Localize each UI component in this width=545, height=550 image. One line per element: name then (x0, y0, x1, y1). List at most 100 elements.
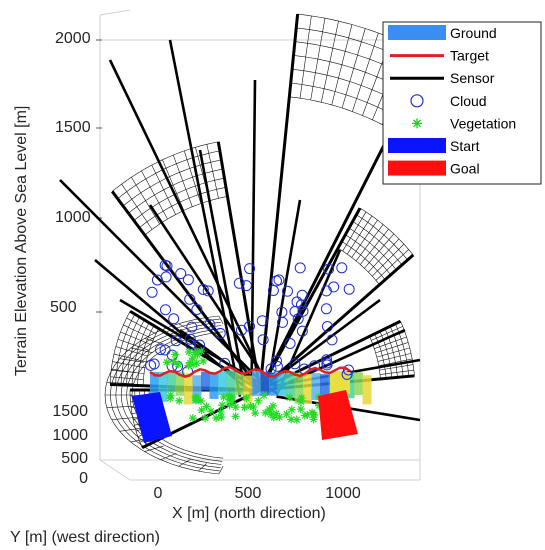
legend-swatch (412, 118, 422, 129)
cloud-marker (267, 285, 279, 296)
cloud-marker (282, 285, 293, 297)
fov-mesh-line (119, 358, 144, 363)
fov-mesh-line (160, 330, 177, 338)
fov-mesh-arc (120, 316, 140, 385)
vegetation-stroke (262, 409, 269, 417)
vegetation-marker (308, 408, 317, 417)
vegetation-stroke (212, 414, 220, 422)
legend-swatch (410, 94, 424, 108)
vegetation-stroke (269, 402, 277, 410)
sensor-fov (104, 315, 224, 475)
vegetation-stroke (189, 354, 196, 362)
vegetation-marker (242, 394, 251, 403)
fov-mesh-arc (129, 390, 143, 448)
vegetation-marker (261, 408, 270, 417)
axis-edge (99, 459, 131, 481)
cloud-marker (202, 285, 214, 297)
ground-patch (252, 370, 261, 397)
cloud-marker (289, 306, 301, 317)
vegetation-stroke (286, 394, 294, 401)
vegetation-stroke (228, 399, 236, 407)
target-line (149, 365, 351, 379)
ground-patch (362, 375, 372, 405)
vegetation-stroke (193, 394, 200, 402)
vegetation-marker (285, 393, 294, 402)
y-tick-label: 1000 (52, 427, 88, 444)
ground-patch (286, 371, 295, 398)
cloud-marker (289, 358, 301, 370)
sensor-beam (168, 39, 242, 397)
vegetation-stroke (301, 412, 309, 419)
vegetation-stroke (175, 397, 183, 405)
start-goal-patches (132, 390, 358, 443)
cloud-marker (175, 268, 187, 280)
vegetation-stroke (298, 394, 305, 402)
fov-mesh-arc (359, 207, 414, 256)
x-tick-label: 500 (235, 485, 262, 502)
cloud-marker (155, 344, 166, 356)
z-tick-label: 500 (50, 299, 77, 316)
legend-label: Vegetation (450, 115, 516, 131)
sensor-beam (259, 253, 415, 392)
fov-mesh-arc (115, 322, 221, 468)
cloud-marker (244, 320, 255, 332)
cloud-marker (186, 321, 198, 333)
vegetation-marker (300, 411, 309, 420)
cloud-marker (296, 289, 308, 301)
vegetation-stroke (201, 414, 209, 422)
z-tick-label: 1500 (55, 119, 91, 136)
vegetation-marker (184, 348, 193, 357)
fov-mesh-line (119, 427, 144, 432)
vegetation-marker (216, 408, 225, 417)
start-patch (132, 392, 172, 443)
ground-patch (235, 372, 244, 396)
fov-mesh-line (111, 369, 138, 374)
ground-patch (218, 371, 227, 396)
fov-mesh-arc (348, 227, 397, 271)
fov-mesh-arc (126, 319, 145, 386)
ground-patch (320, 374, 329, 400)
legend-label: Cloud (450, 93, 487, 109)
vegetation-stroke (308, 409, 316, 416)
vegetation-marker (269, 413, 278, 422)
fov-mesh-line (106, 405, 134, 408)
fov-mesh-arc (128, 168, 223, 214)
vegetation-stroke (197, 347, 205, 355)
cloud-marker (296, 325, 308, 337)
vegetation-marker (166, 394, 175, 403)
fov-mesh-arc (126, 328, 223, 462)
fov-mesh-line (160, 452, 177, 460)
y-tick-label: 0 (79, 470, 88, 487)
ground-patch (311, 373, 321, 400)
vegetation-marker (197, 396, 206, 405)
vegetation-stroke (270, 414, 278, 421)
legend-swatch (388, 160, 446, 176)
cloud-marker (240, 280, 252, 292)
vegetation-marker (192, 393, 201, 402)
cloud-marker (321, 354, 333, 366)
vegetation-stroke (218, 401, 226, 409)
vegetation-stroke (232, 413, 239, 420)
vegetation-stroke (288, 406, 296, 414)
vegetation-stroke (276, 413, 283, 421)
vegetation-marker (251, 409, 260, 418)
vegetation-stroke (185, 348, 193, 356)
y-tick-label: 1500 (52, 403, 88, 420)
cloud-marker (294, 262, 306, 274)
cloud-marker (336, 262, 348, 274)
legend-box (382, 21, 542, 185)
ground-patch (226, 370, 236, 402)
cloud-marker (321, 321, 333, 332)
ground-patch (184, 373, 193, 405)
ground-patch (150, 372, 159, 396)
cloud-marker (328, 281, 340, 293)
cloud-marker (233, 277, 245, 289)
vegetation-marker (246, 402, 255, 411)
vegetation-stroke (199, 357, 207, 365)
fov-mesh-arc (110, 318, 220, 472)
vegetation-stroke (243, 394, 250, 402)
cloud-marker (146, 286, 158, 298)
z-tick-label: 2000 (55, 30, 91, 47)
vegetation-marker (231, 412, 240, 421)
cloud-marker (273, 274, 285, 286)
